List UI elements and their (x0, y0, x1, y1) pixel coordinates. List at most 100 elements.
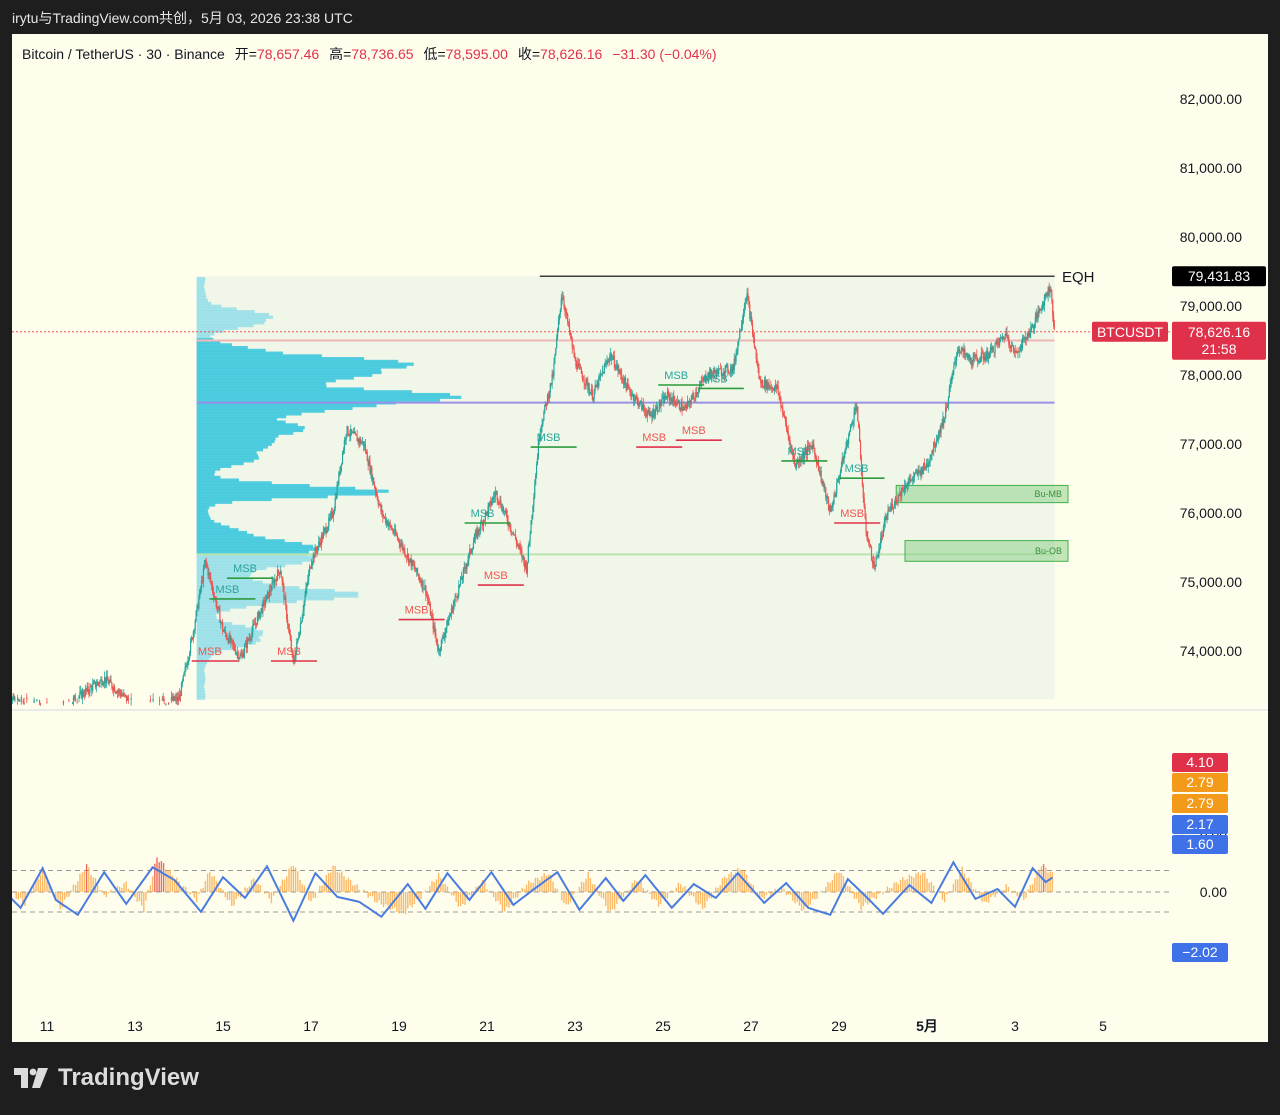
candle-body (360, 438, 362, 444)
candle-body (98, 683, 100, 685)
candle-body (387, 524, 389, 526)
time-tick-label: 11 (40, 1018, 55, 1034)
profile-bar (196, 519, 215, 524)
candle-body (320, 535, 323, 545)
candle-body (815, 454, 817, 458)
candle-body (917, 470, 919, 476)
candle-body (1043, 294, 1046, 306)
profile-bar (196, 641, 256, 645)
candle-body (485, 511, 487, 513)
candle-body (340, 465, 342, 474)
candle-body (222, 622, 224, 631)
candle-body (773, 387, 776, 391)
candle-body (922, 470, 924, 474)
candle-body (811, 445, 813, 450)
profile-bar (196, 668, 205, 673)
candle-body (460, 577, 462, 585)
chart-canvas[interactable]: Bu-MB Bu-OB MSB MSB MSB MSB MSB MSB MSB MSB MSB MSB… (12, 34, 1268, 1042)
candle-body (645, 414, 647, 417)
candle-body (914, 472, 917, 474)
candle-body (727, 365, 729, 373)
candle-body (547, 394, 550, 399)
candle-body (184, 667, 186, 672)
candle-body (830, 507, 832, 512)
profile-bar (196, 384, 327, 388)
candle-body (813, 444, 815, 449)
candle-body (87, 685, 89, 692)
candle-body (99, 680, 101, 685)
candle-body (276, 570, 279, 581)
ticker-tag (1092, 321, 1168, 342)
candle-body (382, 510, 384, 517)
time-tick-label: 13 (127, 1018, 143, 1034)
candle-body (401, 544, 403, 546)
candle-body (555, 347, 557, 356)
candle-body (380, 504, 382, 512)
profile-bar (196, 448, 264, 452)
profile-bar (196, 428, 304, 433)
candle-body (1021, 344, 1023, 349)
candle-body (206, 563, 208, 568)
candle-body (668, 393, 670, 401)
candle-body (708, 372, 711, 378)
candle-body (403, 548, 405, 550)
profile-bar (196, 691, 206, 695)
candle-body (316, 550, 318, 552)
profile-bar (196, 663, 206, 667)
candle-body (981, 352, 983, 354)
symbol-title[interactable]: Bitcoin / TetherUS · 30 · Binance (22, 46, 225, 62)
candle-body (374, 487, 377, 493)
profile-bar (196, 403, 377, 408)
chart-panel[interactable]: Bu-MB Bu-OB MSB MSB MSB MSB MSB MSB MSB MSB MSB MSB… (12, 34, 1268, 1042)
candle-body (211, 582, 213, 586)
candle-body (322, 531, 324, 539)
candle-body (874, 566, 876, 570)
msb-label: MSB (198, 646, 222, 658)
candle-body (112, 687, 114, 691)
candle-body (89, 686, 91, 693)
candle-body (251, 631, 253, 639)
profile-bar (196, 558, 313, 562)
candle-body (468, 553, 470, 561)
profile-bar (196, 288, 205, 292)
candle-body (556, 337, 558, 348)
candle-body (310, 564, 313, 569)
candle-body (571, 338, 573, 348)
candle-body (716, 369, 718, 377)
candle-body (179, 694, 182, 696)
candle-body (590, 389, 593, 393)
candle-body (615, 365, 617, 369)
candle-body (505, 510, 507, 516)
candle-body (722, 373, 724, 376)
candle-body (254, 623, 256, 625)
candle-body (318, 541, 320, 547)
candle-body (399, 543, 401, 547)
profile-bar (196, 332, 215, 336)
candle-body (790, 446, 792, 448)
brand-name: TradingView (58, 1064, 199, 1091)
candle-body (177, 697, 179, 702)
osc-value-tag (1172, 753, 1228, 772)
candle-body (557, 319, 560, 330)
candle-body (1053, 326, 1056, 328)
brand-footer: TradingView (14, 1064, 199, 1092)
candle-body (395, 529, 397, 535)
candle-body (972, 356, 974, 365)
candle-body (805, 448, 807, 453)
candle-body (603, 365, 605, 374)
candle-body (373, 484, 376, 488)
candle-body (853, 410, 855, 421)
candle-body (626, 383, 628, 391)
candle-body (467, 560, 469, 564)
osc-value-tag (1172, 835, 1228, 854)
candle-body (737, 341, 739, 352)
candle-body (589, 388, 591, 395)
profile-bar (196, 616, 217, 620)
candle-body (585, 378, 587, 385)
candle-body (193, 630, 195, 632)
candle-body (868, 542, 870, 544)
candle-body (1049, 289, 1051, 293)
candle-body (881, 535, 884, 537)
candle-body (483, 520, 485, 522)
candle-body (678, 400, 680, 409)
